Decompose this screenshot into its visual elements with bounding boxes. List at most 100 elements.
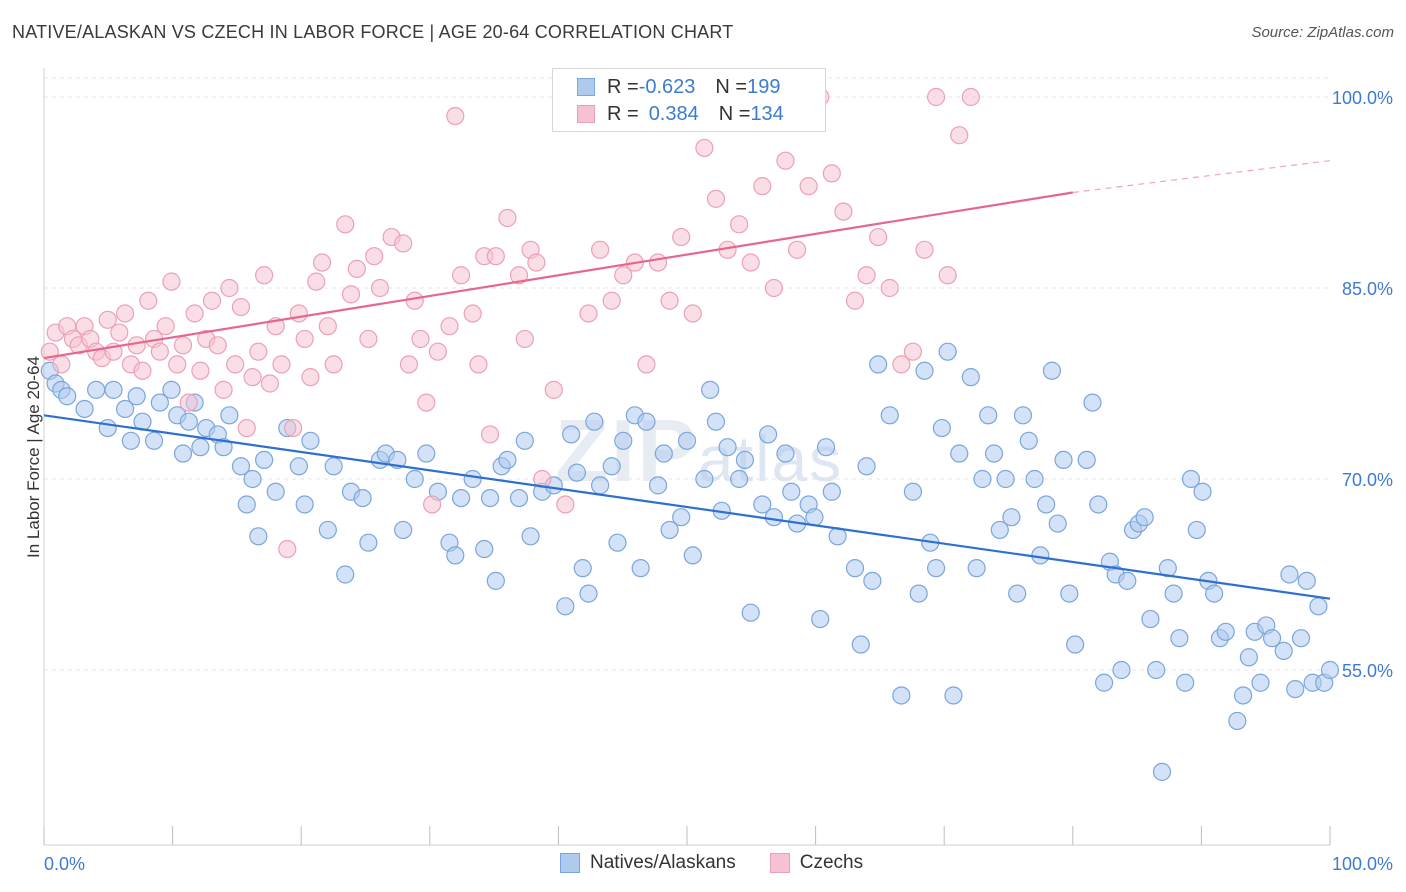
natives-point [695,469,714,489]
czechs-point [451,266,471,285]
natives-point [1176,673,1195,692]
natives-point [1089,495,1108,514]
natives-point [1118,571,1137,590]
natives-point [869,355,888,374]
czechs-point [127,336,146,355]
natives-point [1147,660,1166,680]
czechs-point [845,291,865,310]
natives-point [845,559,865,578]
czechs-point [341,285,361,304]
czechs-point [533,469,552,489]
legend-item-natives[interactable]: Natives/Alaskans [560,852,736,874]
czechs-point [706,189,726,208]
czechs-point [672,227,691,247]
natives-point [87,380,106,399]
natives-point [463,469,482,489]
czechs-point [880,278,899,298]
natives-point [417,444,436,463]
y-axis-label: In Labor Force | Age 20-64 [24,356,43,558]
czechs-point [469,355,488,374]
natives-point [98,418,117,438]
legend-stats: R = -0.623 N = 199 R = 0.384 N = 134 [552,68,826,132]
czechs-point [318,317,337,336]
czechs-point [556,495,575,514]
czechs-point [591,240,610,259]
natives-point [1262,629,1282,648]
czechs-point [133,361,152,380]
natives-point [579,584,598,603]
czechs-point [799,177,818,196]
czechs-point [243,368,262,387]
natives-point [816,438,836,457]
czechs-point [272,355,291,374]
natives-point [735,450,755,469]
natives-point [811,609,830,629]
natives-point [863,571,882,590]
czechs-point [741,253,760,272]
natives-point [562,425,581,444]
natives-point [1054,450,1073,469]
legend-natives-swatch [560,853,580,873]
natives-point [660,520,679,540]
natives-point [266,482,285,501]
czechs-point [926,87,946,107]
czechs-point [857,266,876,285]
natives-point [1112,660,1131,680]
czechs-point [480,425,500,444]
natives-point [1193,482,1212,501]
czechs-point [614,266,633,285]
natives-point [926,559,946,578]
czechs-points [40,87,980,559]
natives-point [220,406,239,425]
natives-point [127,387,146,406]
czechs-point [915,240,934,259]
czechs-point [231,298,251,317]
natives-point [1187,520,1206,540]
natives-point [249,527,268,546]
czechs-point [150,342,169,361]
czechs-point [289,304,308,323]
natives-point [446,546,465,565]
natives-r-label: R = [607,75,639,98]
natives-point [950,444,969,463]
czechs-point [179,393,198,412]
czechs-point [52,355,71,374]
czechs-point [527,253,546,272]
natives-point [1205,584,1224,603]
czechs-r-value: 0.384 [648,102,699,125]
czechs-point [961,87,980,107]
natives-point [295,495,314,514]
czechs-point [191,361,210,380]
czechs-point [399,355,419,374]
natives-point [1025,469,1044,489]
natives-swatch [577,78,595,96]
y-tick-label: 55.0% [1342,661,1393,681]
czechs-point [237,418,256,438]
natives-point [701,380,720,399]
natives-point [1048,514,1067,533]
natives-point [996,469,1015,489]
natives-point [243,469,262,489]
natives-point [915,361,934,380]
watermark-zip: ZIP [555,401,698,500]
czechs-point [208,336,227,355]
natives-point [764,508,783,527]
natives-point [1216,622,1235,641]
natives-point [614,431,633,450]
natives-point [776,444,795,463]
czechs-point [173,336,193,355]
natives-point [75,399,94,419]
czechs-trend-extension [1072,160,1331,194]
natives-point [394,520,413,540]
natives-point [1141,609,1160,629]
czechs-point [359,329,378,349]
natives-point [324,457,343,476]
natives-points [40,342,1340,781]
natives-point [480,489,500,508]
czechs-point [411,329,430,349]
natives-point [730,469,749,489]
natives-point [179,412,198,431]
natives-point [289,457,308,476]
natives-point [984,444,1004,463]
legend-item-czechs[interactable]: Czechs [769,852,863,874]
